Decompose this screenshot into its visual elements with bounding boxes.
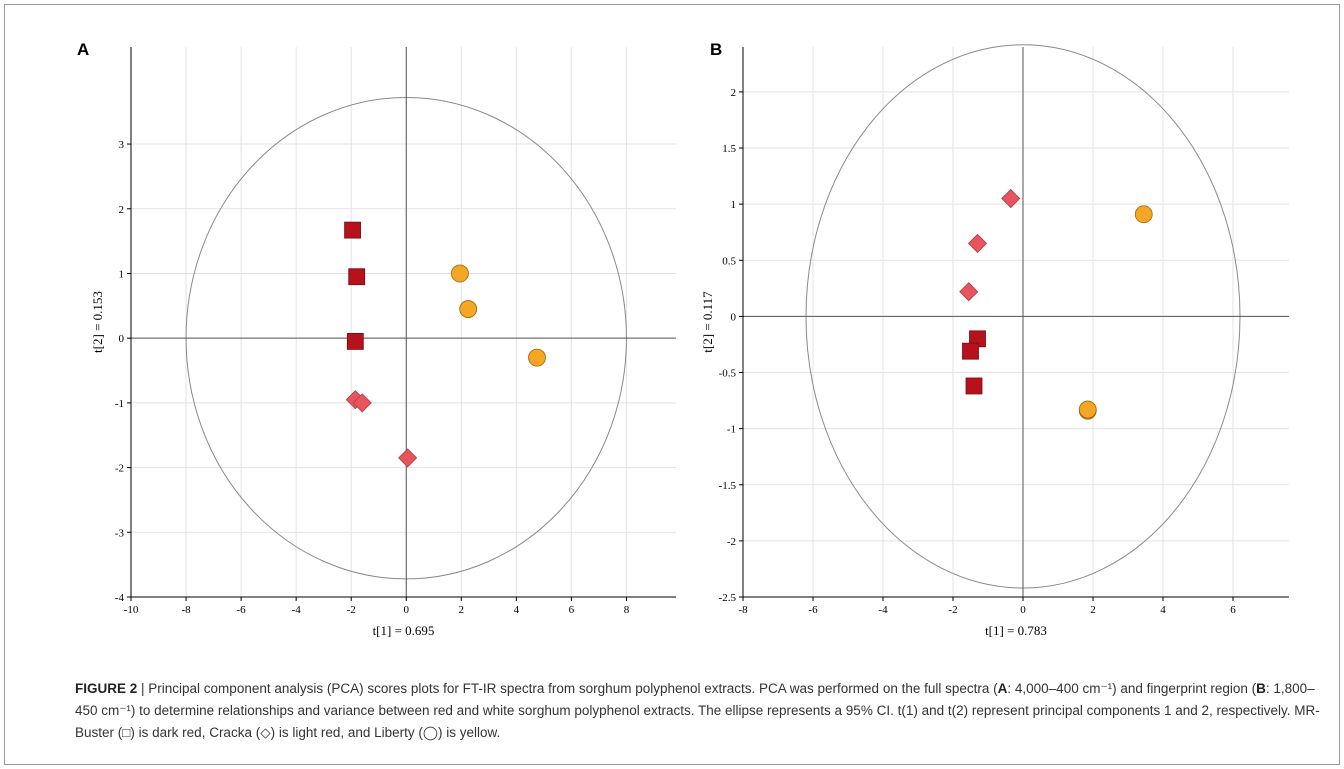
y-tick-label: 1 xyxy=(119,268,125,280)
y-axis-label: t[2] = 0.117 xyxy=(700,291,715,353)
data-point-mr-buster xyxy=(962,342,979,360)
data-point-mr-buster xyxy=(965,377,983,395)
caption-panel-a-ref: A xyxy=(997,681,1008,696)
y-tick-label: 3 xyxy=(119,139,125,151)
pca-scores-plot-b: -8 -6 -4 -2 0 2 4 6 -2.5 -2 -1.5 -1 -0.5 0 0.5 1 1.5 2 t[1… xyxy=(700,44,1289,638)
x-axis-label: t[1] = 0.783 xyxy=(985,623,1047,638)
x-tick-label: 0 xyxy=(1020,604,1026,616)
y-tick-label: 2 xyxy=(731,87,737,99)
y-tick-label: -2 xyxy=(727,536,736,548)
panel-letter-b: B xyxy=(710,40,723,59)
y-axis-label: t[2] = 0.153 xyxy=(90,291,105,353)
plot-area xyxy=(131,47,676,597)
y-tick-label: -0.5 xyxy=(719,368,737,380)
x-tick-label: 2 xyxy=(459,604,465,616)
x-tick-label: 6 xyxy=(1230,604,1236,616)
data-point-mr-buster xyxy=(344,221,361,239)
data-point-liberty xyxy=(451,264,469,283)
x-tick-label: -2 xyxy=(347,604,356,616)
y-tick-label: -1 xyxy=(115,398,124,410)
plot-area xyxy=(743,47,1289,597)
y-tick-label: -2 xyxy=(115,463,124,475)
y-tick-label: -3 xyxy=(115,527,125,539)
y-tick-label: 1.5 xyxy=(722,143,736,155)
data-point-cracka xyxy=(967,233,988,253)
figure-caption: FIGURE 2 | Principal component analysis … xyxy=(75,678,1325,744)
caption-separator: | xyxy=(137,681,149,696)
y-tick-label: 0.5 xyxy=(722,255,736,267)
y-tick-label: 1 xyxy=(731,199,737,211)
y-tick-label: -2.5 xyxy=(719,592,737,604)
caption-text-3: : 1,800–450 cm⁻¹) to determine relations… xyxy=(75,681,1320,740)
panel-letter-a: A xyxy=(77,40,90,59)
data-point-liberty xyxy=(1078,400,1097,419)
data-point-liberty xyxy=(528,348,546,367)
x-tick-label: -6 xyxy=(808,604,818,616)
data-point-liberty xyxy=(459,300,478,318)
x-tick-label: -4 xyxy=(292,604,302,616)
caption-panel-b-ref: B xyxy=(1256,681,1266,696)
data-point-liberty xyxy=(1134,205,1153,224)
x-tick-label: -8 xyxy=(181,604,191,616)
caption-text-2: : 4,000–400 cm⁻¹) and fingerprint region… xyxy=(1007,681,1257,696)
data-point-cracka xyxy=(398,448,418,468)
y-tick-label: -1.5 xyxy=(719,480,737,492)
data-point-cracka xyxy=(352,393,372,413)
data-point-cracka xyxy=(1001,188,1021,209)
x-tick-label: -8 xyxy=(738,604,748,616)
data-point-cracka xyxy=(959,282,979,302)
y-tick-label: -4 xyxy=(115,592,125,604)
x-tick-label: 0 xyxy=(404,604,410,616)
figure-frame xyxy=(4,4,1340,765)
x-tick-label: 4 xyxy=(1160,604,1166,616)
caption-text-1: Principal component analysis (PCA) score… xyxy=(148,681,998,696)
x-tick-label: -6 xyxy=(237,604,247,616)
x-tick-label: 6 xyxy=(569,604,575,616)
x-tick-label: 8 xyxy=(624,604,630,616)
y-tick-label: 0 xyxy=(119,333,125,345)
x-tick-label: -2 xyxy=(948,604,957,616)
x-axis-label: t[1] = 0.695 xyxy=(373,623,435,638)
data-point-mr-buster xyxy=(346,333,364,350)
x-tick-label: -4 xyxy=(878,604,888,616)
y-tick-label: 2 xyxy=(119,204,125,216)
caption-figure-label: FIGURE 2 xyxy=(75,681,138,696)
x-tick-label: -10 xyxy=(124,604,139,616)
y-tick-label: 0 xyxy=(731,311,737,323)
x-tick-label: 2 xyxy=(1090,604,1096,616)
data-point-mr-buster xyxy=(348,268,366,286)
y-tick-label: -1 xyxy=(727,424,736,436)
x-tick-label: 4 xyxy=(514,604,520,616)
